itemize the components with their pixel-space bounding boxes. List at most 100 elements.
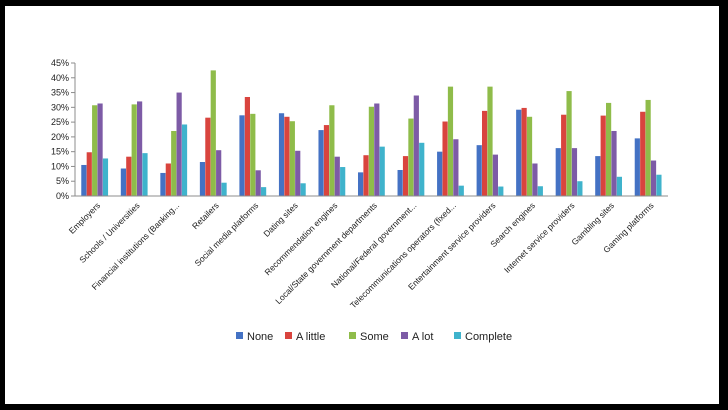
bar-complete	[102, 158, 109, 196]
legend-swatch	[285, 332, 292, 339]
bar-some	[526, 116, 533, 196]
y-tick-label: 20%	[51, 132, 69, 142]
bar-some	[566, 91, 572, 196]
bar-a-little	[600, 115, 606, 196]
bar-a-little	[402, 156, 409, 196]
y-tick-label: 45%	[51, 58, 69, 68]
bar-none	[318, 130, 324, 196]
x-tick-label: Dating sites	[261, 200, 299, 238]
bar-a-lot	[137, 101, 143, 196]
bar-some	[250, 113, 256, 196]
bar-a-little	[521, 107, 527, 196]
bar-none	[278, 113, 285, 196]
bar-some	[289, 121, 295, 196]
bar-complete	[458, 185, 464, 196]
bar-none	[476, 145, 482, 196]
bar-some	[329, 105, 335, 196]
bar-a-lot	[97, 103, 103, 196]
legend: None A little Some A lot Complete	[236, 331, 512, 343]
bar-a-lot	[453, 139, 459, 196]
bar-a-lot	[611, 130, 617, 196]
bar-none	[120, 168, 126, 196]
bar-some	[606, 102, 612, 196]
y-axis: 0% 5% 10% 15% 20% 25% 30% 35% 40% 45%	[51, 58, 76, 201]
bar-a-lot	[334, 156, 340, 196]
x-tick-label: Entertainment service providers	[406, 200, 498, 292]
bar-none	[634, 138, 640, 196]
bar-a-little	[284, 116, 290, 196]
bar-complete	[261, 187, 267, 196]
y-tick-label: 30%	[51, 102, 69, 112]
y-tick-label: 40%	[51, 73, 69, 83]
bar-a-little	[482, 110, 488, 196]
bar-a-little	[86, 152, 92, 196]
bar-complete	[537, 186, 543, 196]
legend-label: Some	[360, 331, 389, 343]
bar-a-lot	[413, 95, 419, 196]
bar-none	[397, 169, 403, 196]
bar-a-lot	[216, 150, 222, 196]
legend-label: Complete	[465, 331, 512, 343]
bar-some	[368, 106, 374, 196]
bar-a-lot	[176, 92, 182, 196]
chart-frame: 0% 5% 10% 15% 20% 25% 30% 35% 40% 45% Employers Sc…	[5, 6, 719, 404]
bar-a-lot	[650, 160, 657, 196]
x-tick-label: Recommendation engines	[262, 200, 339, 277]
bar-a-little	[165, 163, 171, 196]
bar-complete	[656, 174, 662, 196]
bar-complete	[142, 153, 148, 196]
bar-a-lot	[571, 148, 578, 196]
bar-a-little	[363, 155, 369, 196]
bar-chart: 0% 5% 10% 15% 20% 25% 30% 35% 40% 45% EmployersSc…	[51, 58, 668, 343]
bar-some	[210, 70, 216, 196]
bar-a-little	[244, 96, 250, 196]
bar-complete	[498, 186, 504, 196]
bar-a-lot	[295, 150, 301, 196]
y-tick-label: 0%	[56, 191, 69, 201]
bar-a-lot	[532, 163, 538, 196]
bar-a-little	[442, 121, 448, 196]
bar-complete	[300, 183, 306, 196]
bar-a-lot	[374, 103, 380, 196]
x-tick-label: Financial institutions (Banking...	[90, 200, 182, 292]
bar-none	[516, 109, 522, 196]
bar-some	[131, 104, 137, 196]
bar-none	[239, 115, 245, 196]
bar-none	[160, 172, 166, 196]
bar-complete	[181, 124, 188, 196]
legend-swatch	[401, 332, 408, 339]
bar-a-little	[323, 125, 330, 196]
x-tick-label: Employers	[67, 200, 102, 235]
y-tick-label: 15%	[51, 147, 69, 157]
bar-none	[595, 156, 601, 196]
bar-complete	[379, 146, 385, 196]
legend-swatch	[454, 332, 461, 339]
bar-none	[358, 172, 364, 196]
bar-complete	[616, 176, 622, 196]
y-tick-label: 5%	[56, 176, 69, 186]
legend-label: A little	[296, 331, 325, 343]
bar-complete	[577, 181, 583, 196]
x-tick-label: Internet service providers	[502, 200, 577, 275]
x-tick-label: Retailers	[190, 200, 221, 231]
bar-a-little	[126, 156, 132, 196]
legend-swatch	[236, 332, 243, 339]
bar-some	[487, 86, 493, 196]
bar-none	[555, 148, 561, 196]
legend-label: A lot	[412, 331, 433, 343]
legend-label: None	[247, 331, 273, 343]
bar-a-little	[205, 117, 211, 196]
legend-swatch	[349, 332, 356, 339]
bar-some	[408, 118, 414, 196]
bar-a-little	[640, 111, 646, 196]
bar-some	[645, 99, 651, 196]
bar-a-lot	[255, 170, 261, 196]
bar-some	[92, 105, 98, 196]
y-tick-label: 25%	[51, 117, 69, 127]
bar-some	[447, 86, 454, 196]
bar-a-lot	[492, 154, 498, 196]
y-tick-label: 35%	[51, 88, 69, 98]
bar-some	[171, 130, 177, 196]
bar-complete	[221, 182, 227, 196]
